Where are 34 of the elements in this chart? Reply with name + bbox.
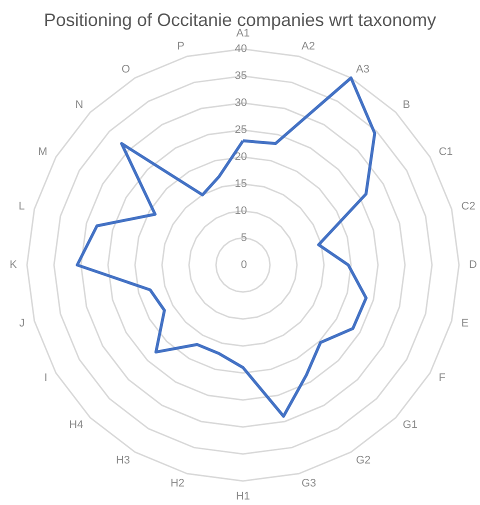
spoke-label: I — [44, 372, 48, 384]
spoke-label: G2 — [356, 454, 371, 467]
spoke-label: F — [438, 372, 446, 384]
spoke-label: A1 — [236, 28, 250, 40]
spoke-label: C1 — [438, 146, 453, 158]
spoke-label: L — [18, 200, 25, 213]
y-tick-label: 5 — [240, 232, 247, 244]
spoke-label: E — [461, 317, 469, 330]
y-tick-label: 35 — [234, 70, 247, 82]
spoke-label: A3 — [356, 63, 370, 76]
spoke-label: N — [75, 99, 84, 112]
spoke-label: A2 — [301, 40, 315, 53]
spoke-label: B — [402, 99, 410, 112]
y-tick-label: 10 — [234, 205, 247, 217]
spoke-label: H1 — [236, 490, 250, 502]
spoke-label: K — [10, 259, 18, 271]
y-tick-label: 30 — [234, 97, 247, 109]
spoke-label: H4 — [69, 418, 84, 431]
spoke-label: J — [19, 317, 25, 330]
y-tick-label: 40 — [234, 43, 247, 55]
y-tick-label: 20 — [234, 151, 247, 163]
spoke-label: H2 — [170, 477, 185, 490]
spoke-label: O — [121, 63, 130, 76]
y-tick-label: 25 — [234, 124, 247, 136]
spoke-label: G3 — [301, 477, 316, 490]
spoke-label: D — [469, 259, 477, 271]
chart-title: Positioning of Occitanie companies wrt taxonomy — [44, 10, 436, 30]
spoke-label: P — [177, 40, 185, 53]
spoke-label: C2 — [461, 200, 476, 213]
spoke-label: M — [38, 146, 48, 158]
spoke-label: G1 — [402, 418, 418, 431]
spoke-label: H3 — [116, 454, 130, 467]
y-tick-label: 15 — [234, 178, 247, 190]
y-tick-label: 0 — [240, 259, 247, 271]
